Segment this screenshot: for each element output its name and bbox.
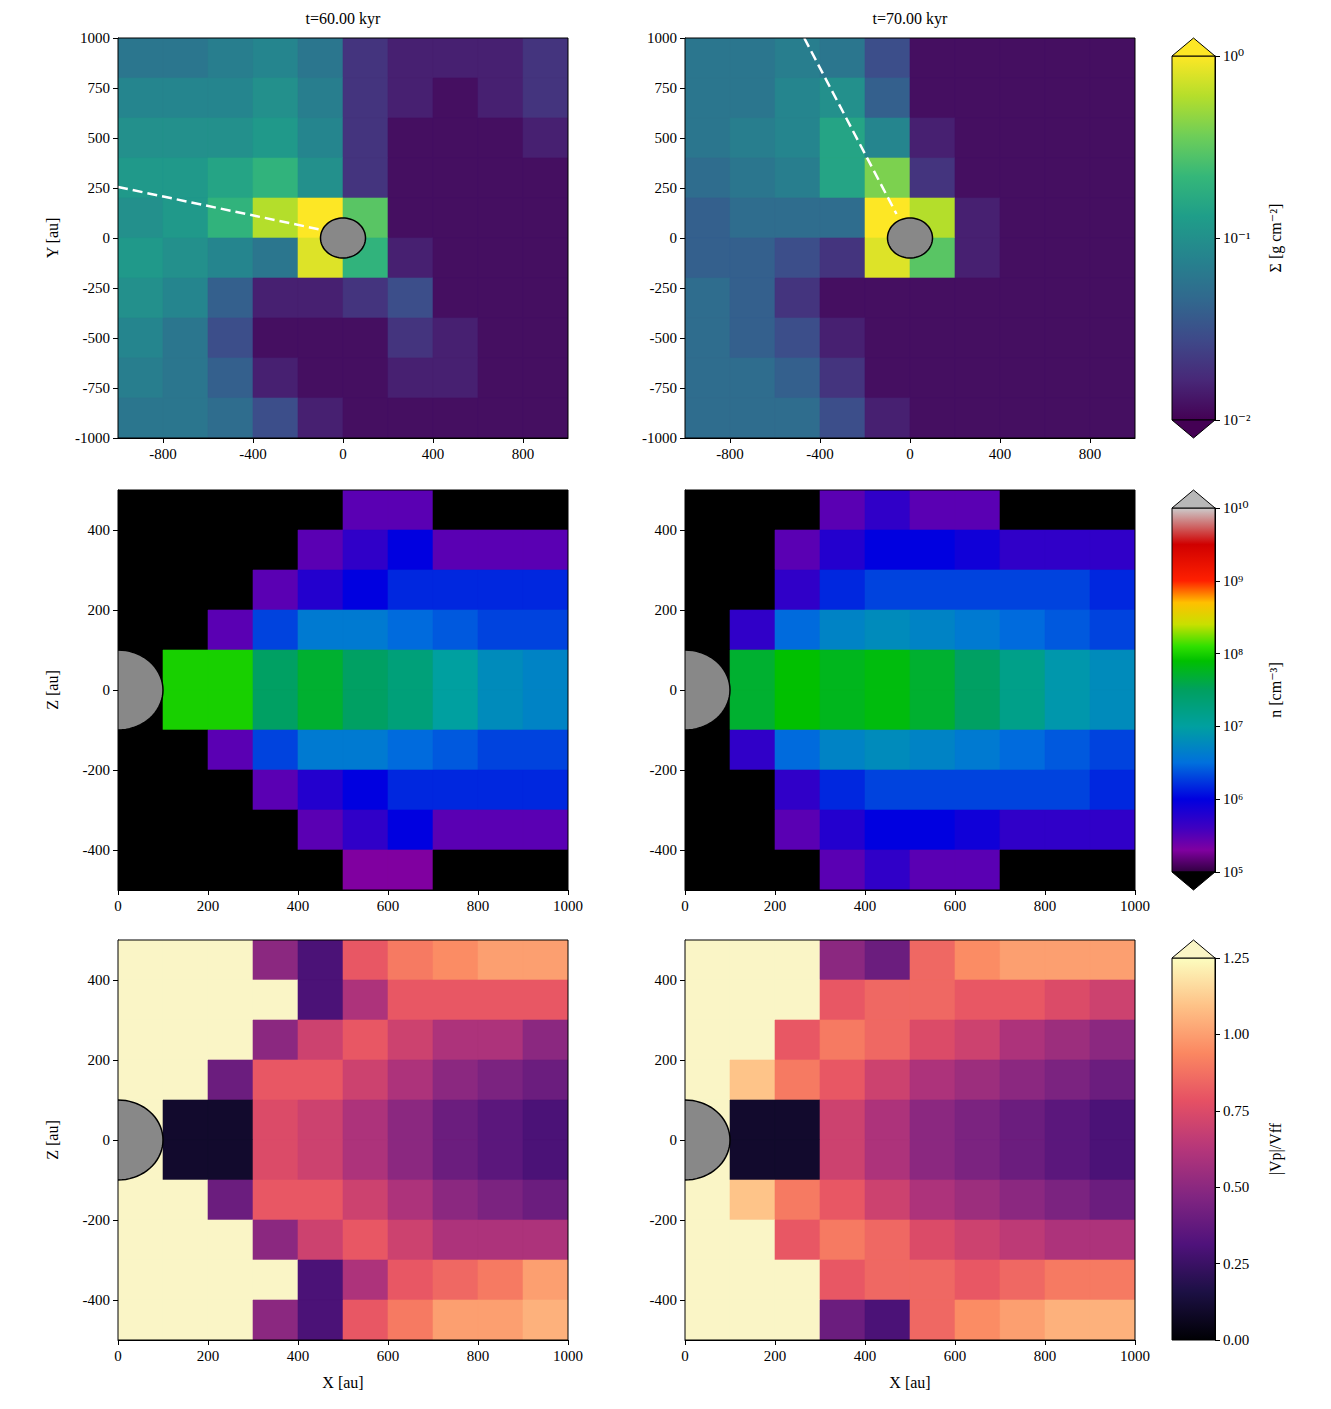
svg-text:1.25: 1.25 [1223,950,1249,966]
svg-text:-200: -200 [83,762,111,778]
svg-text:600: 600 [377,1348,400,1364]
svg-text:0.75: 0.75 [1223,1103,1249,1119]
svg-text:400: 400 [854,898,877,914]
svg-text:10⁻²: 10⁻² [1223,412,1251,428]
svg-text:-200: -200 [650,762,678,778]
svg-text:800: 800 [1079,446,1102,462]
svg-text:10⁸: 10⁸ [1223,646,1243,662]
svg-text:10⁶: 10⁶ [1223,791,1243,807]
svg-text:200: 200 [764,1348,787,1364]
svg-text:750: 750 [88,80,111,96]
svg-text:400: 400 [88,972,111,988]
svg-text:750: 750 [655,80,678,96]
svg-text:800: 800 [1034,1348,1057,1364]
svg-text:1000: 1000 [647,30,677,46]
svg-text:-400: -400 [83,842,111,858]
svg-text:0: 0 [114,898,122,914]
svg-text:-750: -750 [650,380,678,396]
svg-text:250: 250 [88,180,111,196]
svg-text:10⁰: 10⁰ [1223,48,1244,64]
svg-text:200: 200 [764,898,787,914]
svg-text:-500: -500 [83,330,111,346]
svg-text:Y [au]: Y [au] [44,218,61,259]
svg-text:200: 200 [655,602,678,618]
svg-text:-750: -750 [83,380,111,396]
svg-text:10⁷: 10⁷ [1223,718,1243,734]
svg-text:0: 0 [114,1348,122,1364]
svg-text:-800: -800 [716,446,744,462]
svg-text:0: 0 [906,446,914,462]
svg-text:10⁻¹: 10⁻¹ [1223,230,1250,246]
svg-text:200: 200 [88,602,111,618]
svg-text:1000: 1000 [1120,898,1150,914]
svg-text:200: 200 [655,1052,678,1068]
svg-text:Σ [g cm⁻²]: Σ [g cm⁻²] [1267,204,1285,273]
svg-text:600: 600 [377,898,400,914]
svg-text:Z [au]: Z [au] [44,1120,61,1160]
svg-text:0: 0 [670,230,678,246]
svg-text:400: 400 [854,1348,877,1364]
svg-text:600: 600 [944,1348,967,1364]
svg-text:-1000: -1000 [75,430,110,446]
svg-text:1000: 1000 [553,1348,583,1364]
svg-text:-250: -250 [83,280,111,296]
svg-text:1000: 1000 [553,898,583,914]
svg-text:400: 400 [88,522,111,538]
svg-text:10⁹: 10⁹ [1223,573,1243,589]
svg-text:200: 200 [88,1052,111,1068]
svg-text:-250: -250 [650,280,678,296]
svg-text:800: 800 [1034,898,1057,914]
svg-text:400: 400 [655,522,678,538]
svg-text:400: 400 [287,898,310,914]
svg-text:Z [au]: Z [au] [44,670,61,710]
svg-text:10⁵: 10⁵ [1223,864,1243,880]
svg-text:-800: -800 [149,446,177,462]
svg-text:0.25: 0.25 [1223,1256,1249,1272]
svg-text:-400: -400 [83,1292,111,1308]
svg-text:500: 500 [88,130,111,146]
svg-text:0: 0 [681,1348,689,1364]
svg-text:500: 500 [655,130,678,146]
svg-text:-400: -400 [806,446,834,462]
svg-text:400: 400 [287,1348,310,1364]
svg-text:800: 800 [512,446,535,462]
svg-text:1000: 1000 [80,30,110,46]
svg-text:-400: -400 [650,842,678,858]
svg-text:800: 800 [467,1348,490,1364]
svg-text:n [cm⁻³]: n [cm⁻³] [1267,662,1284,717]
svg-text:1000: 1000 [1120,1348,1150,1364]
svg-text:0: 0 [103,230,111,246]
svg-text:400: 400 [655,972,678,988]
svg-text:1.00: 1.00 [1223,1026,1249,1042]
svg-text:-200: -200 [83,1212,111,1228]
svg-text:t=60.00 kyr: t=60.00 kyr [306,10,381,28]
svg-text:-500: -500 [650,330,678,346]
svg-text:0: 0 [670,1132,678,1148]
svg-text:-200: -200 [650,1212,678,1228]
svg-text:0: 0 [103,1132,111,1148]
svg-text:0: 0 [681,898,689,914]
svg-text:0.00: 0.00 [1223,1332,1249,1348]
svg-text:600: 600 [944,898,967,914]
svg-text:200: 200 [197,1348,220,1364]
svg-text:0: 0 [103,682,111,698]
svg-text:|Vp|/Vff: |Vp|/Vff [1267,1122,1285,1175]
svg-text:250: 250 [655,180,678,196]
svg-text:-400: -400 [239,446,267,462]
svg-text:-400: -400 [650,1292,678,1308]
svg-text:-1000: -1000 [642,430,677,446]
svg-text:0.50: 0.50 [1223,1179,1249,1195]
svg-text:10¹⁰: 10¹⁰ [1223,500,1249,516]
svg-text:t=70.00 kyr: t=70.00 kyr [873,10,948,28]
svg-text:400: 400 [989,446,1012,462]
svg-text:400: 400 [422,446,445,462]
svg-text:800: 800 [467,898,490,914]
svg-text:0: 0 [339,446,347,462]
svg-text:X [au]: X [au] [889,1374,930,1391]
svg-text:X [au]: X [au] [322,1374,363,1391]
svg-text:200: 200 [197,898,220,914]
svg-text:0: 0 [670,682,678,698]
